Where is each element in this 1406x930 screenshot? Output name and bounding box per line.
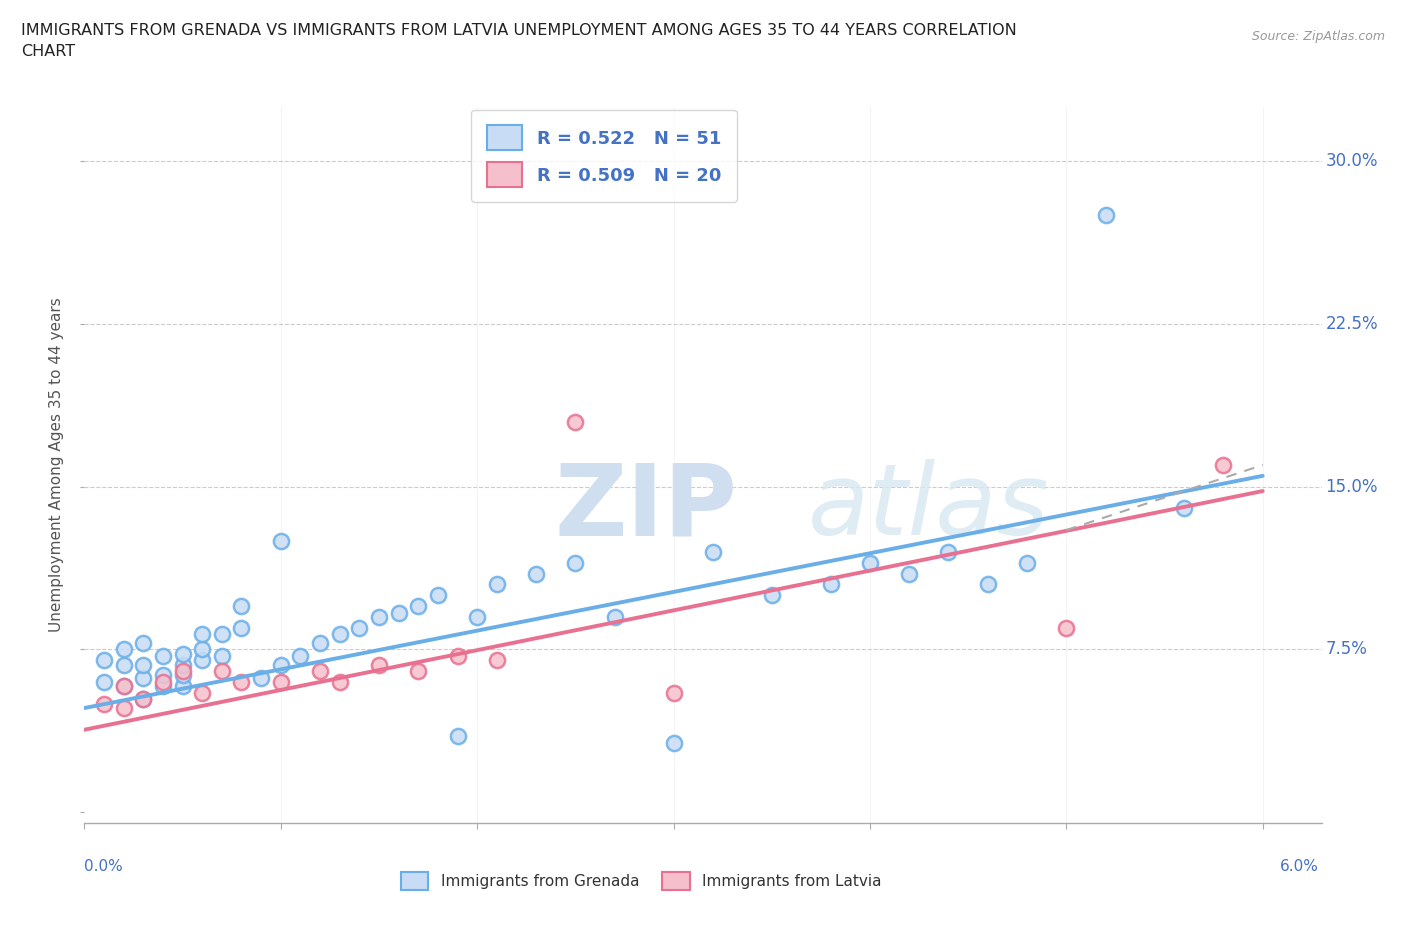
- Point: [112, 679, 135, 694]
- Point: [290, 648, 312, 663]
- Point: [564, 555, 586, 570]
- Text: 0.0%: 0.0%: [84, 859, 124, 874]
- Text: 7.5%: 7.5%: [1326, 641, 1367, 658]
- Text: 15.0%: 15.0%: [1326, 478, 1378, 496]
- Point: [270, 534, 292, 549]
- Point: [446, 648, 468, 663]
- Point: [977, 577, 1000, 591]
- Point: [309, 635, 332, 650]
- Point: [152, 668, 174, 683]
- Legend: Immigrants from Grenada, Immigrants from Latvia: Immigrants from Grenada, Immigrants from…: [394, 865, 889, 897]
- Point: [368, 609, 391, 624]
- Point: [446, 729, 468, 744]
- Point: [859, 555, 882, 570]
- Text: 6.0%: 6.0%: [1279, 859, 1319, 874]
- Point: [191, 685, 214, 700]
- Point: [132, 658, 155, 672]
- Point: [231, 674, 253, 689]
- Point: [93, 697, 115, 711]
- Y-axis label: Unemployment Among Ages 35 to 44 years: Unemployment Among Ages 35 to 44 years: [49, 298, 65, 632]
- Point: [1015, 555, 1038, 570]
- Point: [406, 664, 429, 679]
- Point: [349, 620, 371, 635]
- Point: [132, 671, 155, 685]
- Point: [1212, 458, 1234, 472]
- Text: atlas: atlas: [808, 459, 1050, 556]
- Point: [820, 577, 842, 591]
- Point: [662, 685, 685, 700]
- Point: [93, 653, 115, 668]
- Point: [270, 658, 292, 672]
- Text: Source: ZipAtlas.com: Source: ZipAtlas.com: [1251, 30, 1385, 43]
- Point: [270, 674, 292, 689]
- Point: [191, 653, 214, 668]
- Point: [211, 648, 233, 663]
- Point: [387, 605, 409, 620]
- Point: [329, 674, 352, 689]
- Point: [524, 566, 547, 581]
- Point: [152, 674, 174, 689]
- Point: [191, 627, 214, 642]
- Point: [309, 664, 332, 679]
- Point: [1173, 501, 1195, 516]
- Point: [112, 700, 135, 715]
- Point: [172, 664, 194, 679]
- Point: [132, 635, 155, 650]
- Point: [112, 679, 135, 694]
- Point: [485, 653, 508, 668]
- Point: [231, 620, 253, 635]
- Point: [406, 599, 429, 614]
- Point: [191, 642, 214, 657]
- Point: [662, 736, 685, 751]
- Text: 22.5%: 22.5%: [1326, 315, 1378, 333]
- Point: [93, 674, 115, 689]
- Point: [702, 544, 724, 559]
- Point: [172, 679, 194, 694]
- Text: IMMIGRANTS FROM GRENADA VS IMMIGRANTS FROM LATVIA UNEMPLOYMENT AMONG AGES 35 TO : IMMIGRANTS FROM GRENADA VS IMMIGRANTS FR…: [21, 23, 1017, 60]
- Point: [211, 627, 233, 642]
- Text: 30.0%: 30.0%: [1326, 153, 1378, 170]
- Point: [1054, 620, 1077, 635]
- Point: [761, 588, 783, 603]
- Point: [938, 544, 960, 559]
- Point: [172, 668, 194, 683]
- Point: [152, 648, 174, 663]
- Point: [132, 692, 155, 707]
- Point: [564, 414, 586, 429]
- Point: [112, 658, 135, 672]
- Text: ZIP: ZIP: [554, 459, 737, 556]
- Point: [250, 671, 273, 685]
- Point: [211, 664, 233, 679]
- Point: [132, 692, 155, 707]
- Point: [1094, 208, 1116, 223]
- Point: [368, 658, 391, 672]
- Point: [172, 658, 194, 672]
- Point: [426, 588, 449, 603]
- Point: [329, 627, 352, 642]
- Point: [172, 646, 194, 661]
- Point: [898, 566, 921, 581]
- Point: [485, 577, 508, 591]
- Point: [603, 609, 626, 624]
- Point: [112, 642, 135, 657]
- Point: [152, 679, 174, 694]
- Point: [231, 599, 253, 614]
- Point: [465, 609, 488, 624]
